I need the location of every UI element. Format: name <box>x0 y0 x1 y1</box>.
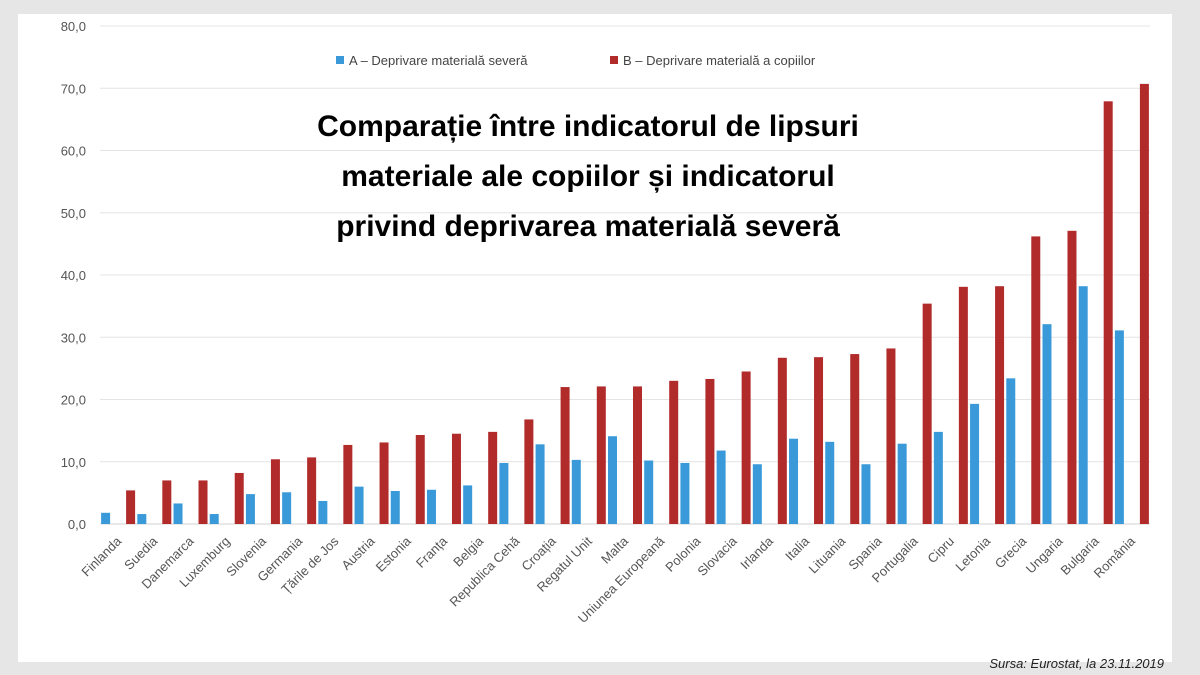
bar-series-a <box>354 486 364 524</box>
bar-series-a <box>282 492 292 524</box>
bar-series-b <box>379 442 389 524</box>
source-note: Sursa: Eurostat, la 23.11.2019 <box>989 656 1164 671</box>
x-category-label: Cipru <box>924 534 957 567</box>
bar-series-a <box>137 514 147 524</box>
bar-series-b <box>270 459 280 524</box>
chart-title-line: materiale ale copiilor și indicatorul <box>341 160 835 193</box>
chart-panel: 0,0 10,0 20,0 30,0 40,0 50,0 60,0 70,0 80,0 Finl… <box>18 14 1172 662</box>
bar-series-a <box>209 514 219 524</box>
bar-series-b <box>958 286 968 524</box>
gridlines <box>100 25 1150 525</box>
x-category-label: Malta <box>598 533 632 567</box>
x-axis-category-labels: FinlandaSuediaDanemarcaLuxemburgSlovenia… <box>78 533 1138 626</box>
bar-series-a <box>861 464 871 524</box>
bar-series-a <box>245 494 255 524</box>
legend-swatch <box>610 56 618 64</box>
bar-series-a <box>463 485 473 524</box>
bar-series-b <box>1103 101 1113 524</box>
legend: A – Deprivare materială severă B – Depriv… <box>336 53 816 68</box>
bar-series-a <box>789 438 799 524</box>
x-category-label: Finlanda <box>78 533 124 579</box>
chart-title-line: Comparație între indicatorul de lipsuri <box>317 110 859 143</box>
y-tick-label: 40,0 <box>61 268 86 283</box>
bar-series-b <box>415 434 425 524</box>
bar-series-b <box>524 419 534 524</box>
bar-series-a <box>1114 330 1124 524</box>
y-tick-label: 50,0 <box>61 206 86 221</box>
bar-series-a <box>101 512 111 524</box>
bar-series-a <box>1042 324 1052 524</box>
bar-series-b <box>633 386 642 524</box>
bar-series-a <box>571 459 581 524</box>
bar-series-a <box>897 443 907 524</box>
bar-series-a <box>933 431 943 524</box>
bar-chart: 0,0 10,0 20,0 30,0 40,0 50,0 60,0 70,0 80,0 Finl… <box>61 19 1150 626</box>
x-category-label: Franța <box>413 533 451 571</box>
x-category-label: Irlanda <box>737 533 776 572</box>
bar-series-b <box>741 371 751 524</box>
bar-series-a <box>1078 286 1088 524</box>
bar-series-a <box>426 489 436 524</box>
bar-series-a <box>390 491 400 524</box>
bar-series-a <box>752 464 762 524</box>
bar-series-b <box>1031 236 1041 524</box>
y-tick-label: 80,0 <box>61 19 86 34</box>
bar-series-b <box>705 378 715 524</box>
x-category-label: Lituania <box>806 533 849 576</box>
bar-series-a <box>535 444 545 524</box>
bar-series-a <box>716 450 726 524</box>
bar-series-b <box>234 472 244 524</box>
bar-series-b <box>922 303 932 524</box>
y-tick-label: 70,0 <box>61 81 86 96</box>
bar-series-b <box>777 357 787 524</box>
y-tick-label: 0,0 <box>68 517 86 532</box>
legend-entry: A – Deprivare materială severă <box>349 53 528 68</box>
bar-series-b <box>886 348 896 524</box>
bar-series-b <box>488 431 498 524</box>
legend-entry: B – Deprivare materială a copiilor <box>623 53 816 68</box>
x-category-label: Estonia <box>373 533 415 575</box>
bar-series-b <box>126 490 136 524</box>
y-tick-label: 60,0 <box>61 144 86 159</box>
x-category-label: Austria <box>338 533 378 573</box>
bar-series-b <box>850 354 860 524</box>
bars <box>101 83 1149 525</box>
bar-series-b <box>669 380 679 524</box>
y-tick-label: 20,0 <box>61 393 86 408</box>
x-category-label: Slovacia <box>694 533 740 579</box>
bar-series-b <box>307 457 317 524</box>
legend-swatch <box>336 56 344 64</box>
x-category-label: Letonia <box>952 533 993 574</box>
bar-series-a <box>680 462 690 524</box>
bar-series-a <box>608 436 617 524</box>
bar-series-b <box>1139 83 1149 524</box>
bar-series-b <box>162 480 172 524</box>
bar-series-b <box>1067 230 1077 525</box>
bar-series-a <box>318 500 328 524</box>
chart-title: Comparație între indicatorul de lipsuri m… <box>317 110 859 243</box>
bar-series-a <box>1006 378 1016 524</box>
bar-series-b <box>451 433 461 524</box>
y-axis-tick-labels: 0,0 10,0 20,0 30,0 40,0 50,0 60,0 70,0 80,0 <box>61 19 86 532</box>
bar-series-a <box>644 460 654 524</box>
bar-series-a <box>970 403 980 524</box>
bar-series-b <box>560 387 570 524</box>
y-tick-label: 30,0 <box>61 330 86 345</box>
x-category-label: Italia <box>782 533 813 564</box>
bar-series-b <box>814 357 824 524</box>
chart-title-line: privind deprivarea materială severă <box>336 210 840 243</box>
y-tick-label: 10,0 <box>61 455 86 470</box>
bar-series-b <box>995 286 1005 524</box>
bar-series-a <box>173 503 183 524</box>
bar-series-a <box>825 441 835 524</box>
bar-series-a <box>499 462 509 524</box>
bar-series-b <box>198 480 208 524</box>
bar-series-b <box>343 444 353 524</box>
bar-series-b <box>596 386 606 524</box>
